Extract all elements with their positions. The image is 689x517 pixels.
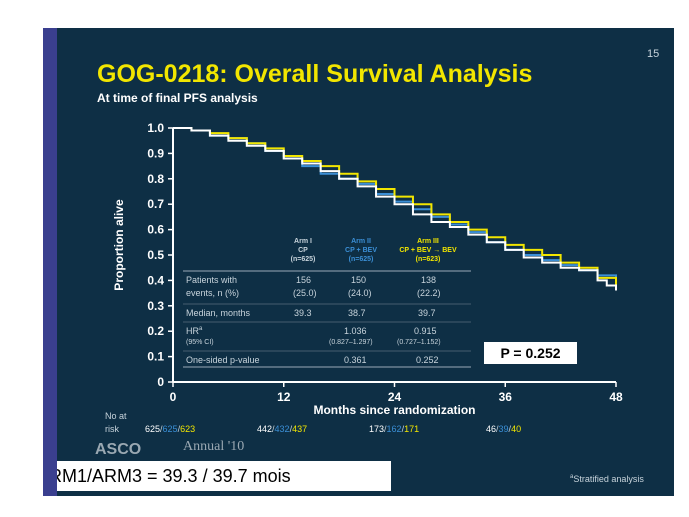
col-arm-name: Arm III — [417, 238, 439, 245]
y-tick-label: 0.7 — [147, 197, 164, 211]
footnote: aStratified analysis — [570, 474, 644, 484]
col-arm-name: Arm I — [294, 238, 312, 245]
cell: (24.0) — [348, 288, 372, 298]
cell: 39.3 — [294, 308, 312, 318]
col-n: (n=625) — [348, 256, 374, 263]
x-tick-label: 24 — [388, 390, 402, 404]
y-tick-label: 0.2 — [147, 324, 164, 338]
x-tick-label: 36 — [499, 390, 513, 404]
at-risk-group-2: 173/162/171 — [369, 424, 420, 434]
cell: 1.036 — [344, 326, 367, 336]
cell: 38.7 — [348, 308, 366, 318]
cell: 156 — [296, 275, 312, 285]
asco-logo-text: ASCO — [95, 441, 142, 458]
cell: (0.827–1.297) — [329, 339, 373, 346]
cell: 0.252 — [416, 355, 439, 365]
col-treatment: CP — [298, 247, 308, 254]
x-tick-label: 12 — [277, 390, 291, 404]
table-col-arm1: Arm I CP (n=625) — [283, 237, 323, 264]
slide-number: 15 — [647, 48, 660, 60]
table-col-arm2: Arm II CP + BEV (n=625) — [331, 237, 391, 264]
y-tick-label: 0.4 — [147, 273, 164, 287]
y-tick-label: 0.8 — [147, 172, 164, 186]
x-axis-label: Months since randomization — [313, 403, 475, 417]
x-tick-label: 48 — [609, 390, 623, 404]
col-arm-name: Arm II — [351, 238, 371, 245]
row-label: Patients with — [186, 275, 238, 285]
cell: 0.361 — [344, 355, 367, 365]
annual-meeting-text: Annual '10 — [183, 439, 245, 454]
col-treatment: CP + BEV — [345, 247, 377, 254]
y-tick-label: 0.6 — [147, 223, 164, 237]
left-accent-bar — [43, 28, 57, 496]
col-n: (n=623) — [415, 256, 441, 263]
at-risk-group-1: 442/432/437 — [257, 424, 308, 434]
at-risk-label-2: risk — [105, 424, 119, 434]
caption-box: ARM1/ARM3 = 39.3 / 39.7 mois — [43, 461, 391, 491]
series-line-arm-i — [173, 127, 617, 291]
col-n: (n=625) — [290, 256, 316, 263]
at-risk-group-3: 46/39/40 — [486, 424, 522, 434]
survival-chart: 0 0.1 0.2 0.3 0.4 0.5 0.6 0.7 0.8 0.9 1.0 0 12 24 36 48… — [112, 121, 623, 417]
table-col-arm3: Arm III CP + BEV → BEV (n=623) — [388, 237, 468, 264]
cell: (0.727–1.152) — [397, 339, 441, 346]
cell: 39.7 — [418, 308, 436, 318]
cell: 150 — [351, 275, 367, 285]
y-tick-label: 0.3 — [147, 299, 164, 313]
p-value-box: P = 0.252 — [484, 342, 577, 364]
x-tick-label: 0 — [170, 390, 177, 404]
cell: (25.0) — [293, 288, 317, 298]
at-risk-group-0: 625/625/623 — [145, 424, 196, 434]
row-label: One-sided p-value — [186, 355, 260, 365]
row-label-2: events, n (%) — [186, 288, 240, 298]
col-treatment: CP + BEV → BEV — [399, 247, 457, 254]
at-risk-label-1: No at — [105, 411, 127, 421]
cell: 0.915 — [414, 326, 437, 336]
series-line-arm-iii — [173, 127, 617, 289]
row-label-2: (95% CI) — [186, 339, 214, 346]
y-tick-label: 0 — [157, 375, 164, 389]
cell: 138 — [421, 275, 437, 285]
y-tick-label: 0.5 — [147, 248, 164, 262]
slide: 15 GOG-0218: Overall Survival Analysis A… — [43, 28, 674, 496]
slide-title: GOG-0218: Overall Survival Analysis — [97, 60, 533, 88]
row-label: Median, months — [186, 308, 251, 318]
cell: (22.2) — [417, 288, 441, 298]
y-tick-label: 0.9 — [147, 146, 164, 160]
y-tick-label: 1.0 — [147, 121, 164, 135]
y-tick-label: 0.1 — [147, 350, 164, 364]
row-label: HRa — [186, 326, 203, 336]
y-axis-label: Proportion alive — [112, 199, 126, 291]
slide-subtitle: At time of final PFS analysis — [97, 91, 258, 105]
